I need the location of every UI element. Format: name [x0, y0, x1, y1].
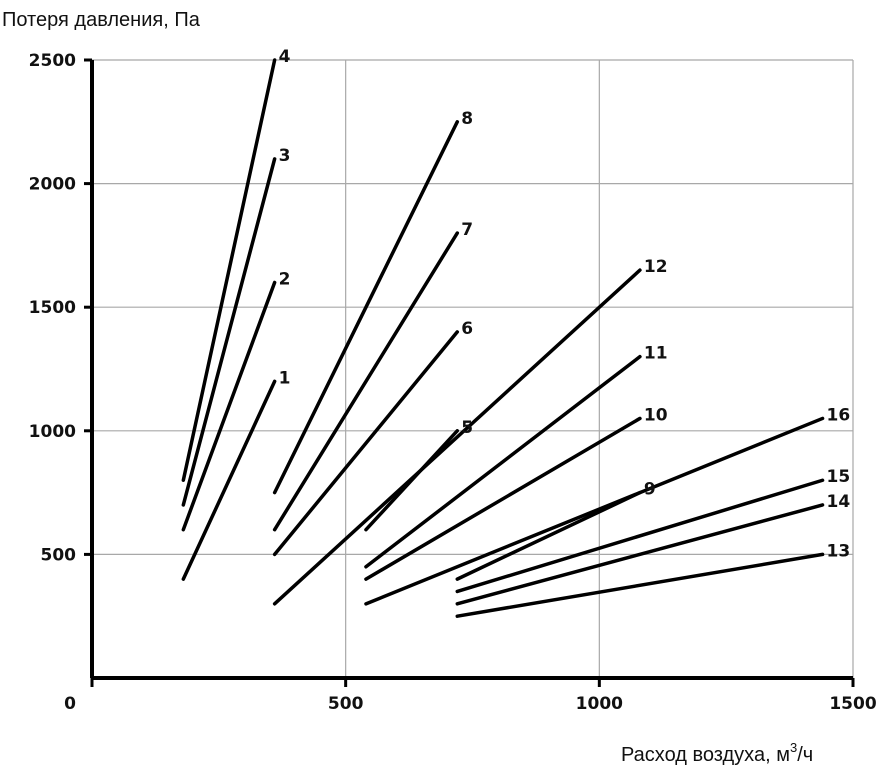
- ticks: 0 500 1000 1500 500 1000 1500 2000 2500: [29, 51, 877, 714]
- series-line-4: [181, 58, 277, 482]
- x-tick-label-1500: 1500: [829, 694, 876, 714]
- y-tick-label-1000: 1000: [29, 422, 76, 442]
- y-tick-label-2500: 2500: [29, 51, 76, 71]
- y-tick-label-500: 500: [41, 545, 77, 565]
- series-label-13: 13: [827, 541, 851, 561]
- axes: [90, 60, 853, 680]
- series-label-14: 14: [827, 492, 851, 512]
- series-label-5: 5: [461, 418, 473, 438]
- x-tick-label-1000: 1000: [576, 694, 623, 714]
- series-label-12: 12: [644, 257, 668, 277]
- series-line-8: [272, 120, 460, 495]
- x-tick-label-500: 500: [328, 694, 364, 714]
- x-axis-label-tail: /ч: [797, 744, 813, 766]
- series-line-6: [272, 330, 460, 557]
- series-lines: [181, 58, 825, 618]
- series-label-9: 9: [644, 480, 656, 500]
- x-axis-label-superscript: 3: [790, 740, 797, 755]
- x-axis-label-main: Расход воздуха, м: [621, 744, 790, 766]
- y-axis-label: Потеря давления, Па: [2, 9, 201, 31]
- series-line-11: [364, 354, 642, 569]
- series-label-11: 11: [644, 344, 668, 364]
- series-label-4: 4: [279, 47, 291, 67]
- series-label-8: 8: [461, 109, 473, 129]
- series-label-10: 10: [644, 405, 668, 425]
- series-label-15: 15: [827, 467, 851, 487]
- y-tick-label-1500: 1500: [29, 298, 76, 318]
- series-label-3: 3: [279, 146, 291, 166]
- series-line-9: [455, 490, 642, 581]
- series-line-15: [455, 478, 825, 594]
- series-label-2: 2: [279, 269, 291, 289]
- series-line-10: [364, 416, 642, 581]
- y-tick-label-2000: 2000: [29, 175, 76, 195]
- series-line-1: [181, 379, 277, 581]
- series-line-7: [272, 231, 460, 532]
- series-label-6: 6: [461, 319, 473, 339]
- series-label-1: 1: [279, 368, 291, 388]
- series-line-14: [455, 503, 825, 606]
- series-line-12: [272, 268, 642, 606]
- series-label-16: 16: [827, 405, 851, 425]
- series-line-2: [181, 280, 277, 532]
- series-line-3: [181, 157, 277, 507]
- series-line-16: [364, 416, 825, 606]
- series-label-7: 7: [461, 220, 473, 240]
- series-line-13: [455, 552, 825, 618]
- x-axis-label: Расход воздуха, м3/ч: [621, 740, 813, 766]
- x-tick-label-0: 0: [64, 694, 76, 714]
